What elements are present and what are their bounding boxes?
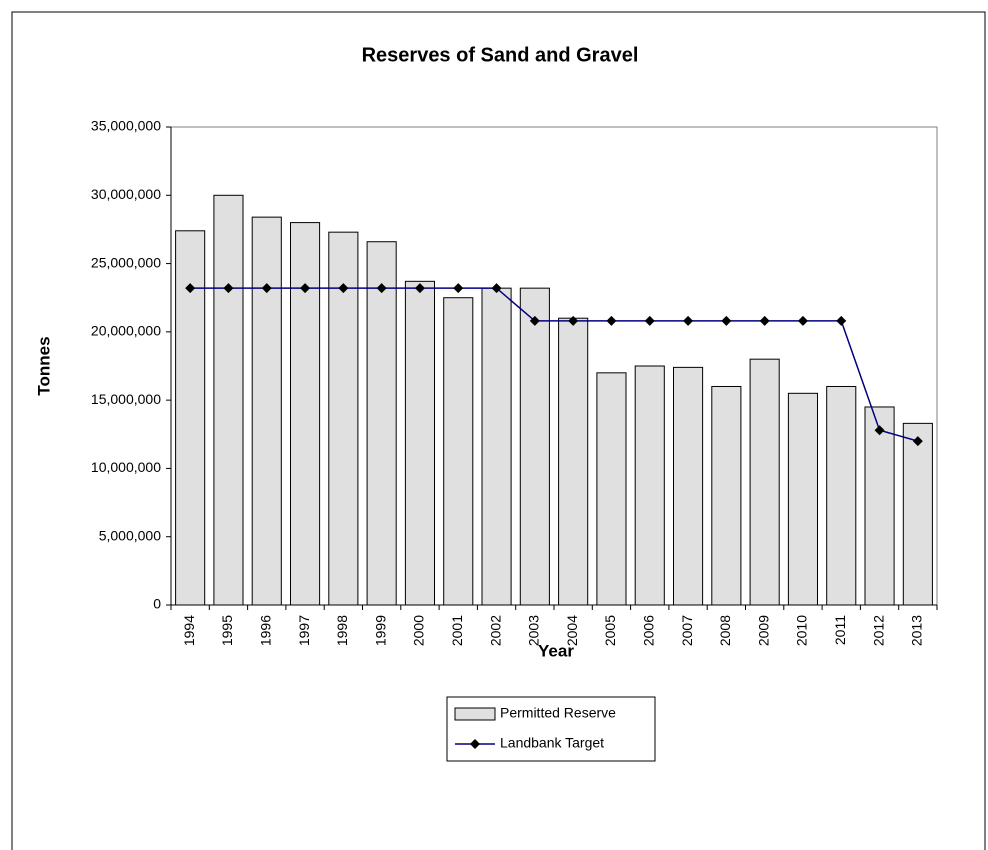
y-tick-label: 10,000,000: [91, 459, 161, 475]
bar: [596, 372, 627, 606]
line-marker: [797, 315, 808, 326]
x-tick-label: 2004: [564, 615, 580, 646]
line-marker: [721, 315, 732, 326]
bar: [787, 392, 819, 606]
bar: [711, 385, 742, 606]
x-tick-label: 1999: [372, 615, 388, 646]
line-marker: [261, 283, 272, 294]
bar: [672, 366, 704, 606]
y-tick-label: 15,000,000: [91, 391, 161, 407]
line-marker: [376, 283, 387, 294]
line-marker: [568, 315, 579, 326]
bar: [634, 365, 665, 606]
bar: [481, 287, 512, 606]
line-marker: [912, 436, 923, 447]
x-tick-label: 2011: [832, 615, 848, 645]
line-marker: [414, 283, 425, 294]
y-tick-label: 35,000,000: [91, 118, 161, 134]
bar: [213, 194, 244, 606]
bar: [289, 222, 321, 606]
legend-swatch: [454, 707, 496, 721]
plot-area: [170, 126, 938, 606]
line-marker: [453, 283, 464, 294]
legend-label: Landbank Target: [500, 735, 604, 751]
legend-label: Permitted Reserve: [500, 705, 616, 721]
x-tick-label: 2005: [602, 615, 618, 646]
x-tick-label: 2008: [717, 615, 733, 646]
bar: [404, 280, 436, 606]
line-marker: [759, 315, 770, 326]
bar: [864, 406, 895, 606]
x-tick-label: 2000: [411, 615, 427, 646]
bar: [826, 385, 857, 606]
x-tick-label: 1995: [219, 615, 235, 646]
x-tick-label: 2002: [487, 615, 503, 646]
line-marker: [836, 315, 847, 326]
y-tick-label: 25,000,000: [91, 254, 161, 270]
x-tick-label: 1998: [334, 615, 350, 646]
y-tick-label: 30,000,000: [91, 186, 161, 202]
legend-marker: [470, 739, 480, 749]
x-tick-label: 2006: [640, 615, 656, 646]
bar: [519, 287, 550, 606]
x-tick-label: 2003: [526, 615, 542, 646]
y-tick-label: 20,000,000: [91, 323, 161, 339]
x-tick-label: 2007: [679, 615, 695, 646]
chart-frame: [11, 11, 986, 850]
line-marker: [338, 283, 349, 294]
x-tick-label: 1994: [181, 615, 197, 646]
x-tick-label: 2013: [909, 615, 925, 646]
bar: [902, 422, 933, 606]
bar: [251, 216, 282, 606]
bar: [443, 297, 474, 606]
chart-title: Reserves of Sand and Gravel: [362, 44, 639, 66]
x-tick-label: 2010: [794, 615, 810, 646]
line-marker: [223, 283, 234, 294]
bar: [366, 241, 397, 606]
line-marker: [300, 283, 311, 294]
y-tick-label: 5,000,000: [99, 527, 161, 543]
line: [190, 287, 919, 442]
bar: [749, 358, 780, 606]
x-tick-label: 2012: [870, 615, 886, 646]
line-marker: [491, 283, 502, 294]
x-axis-label: Year: [538, 641, 574, 660]
line-marker: [529, 315, 540, 326]
line-marker: [185, 283, 196, 294]
bar: [558, 317, 589, 606]
line-marker: [644, 315, 655, 326]
y-axis-label: Tonnes: [34, 336, 53, 395]
y-tick-label: 0: [153, 596, 161, 612]
line-marker: [874, 425, 885, 436]
x-tick-label: 1997: [296, 615, 312, 646]
x-tick-label: 1996: [257, 615, 273, 646]
line-marker: [683, 315, 694, 326]
x-tick-label: 2009: [755, 615, 771, 646]
x-tick-label: 2001: [449, 615, 465, 646]
line-marker: [606, 315, 617, 326]
